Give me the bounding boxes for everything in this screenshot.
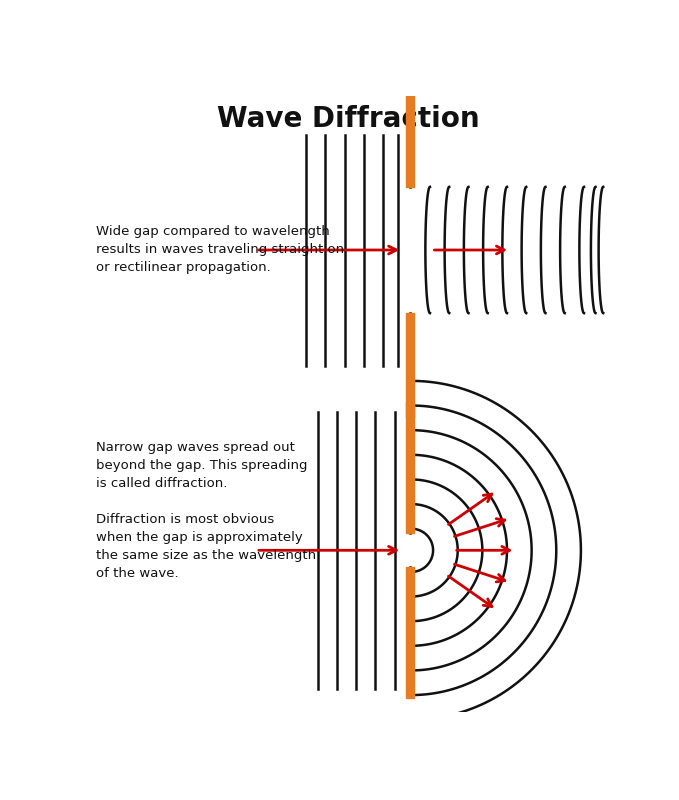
Text: Wide gap compared to wavelength
results in waves traveling straight on
or rectil: Wide gap compared to wavelength results … xyxy=(96,226,344,274)
Bar xyxy=(406,313,414,417)
Text: Diffraction is most obvious
when the gap is approximately
the same size as the w: Diffraction is most obvious when the gap… xyxy=(96,513,316,580)
Text: Wave Diffraction: Wave Diffraction xyxy=(217,105,479,133)
Bar xyxy=(406,567,414,698)
Bar xyxy=(406,402,414,534)
Text: Narrow gap waves spread out
beyond the gap. This spreading
is called diffraction: Narrow gap waves spread out beyond the g… xyxy=(96,441,308,490)
Bar xyxy=(406,83,414,187)
